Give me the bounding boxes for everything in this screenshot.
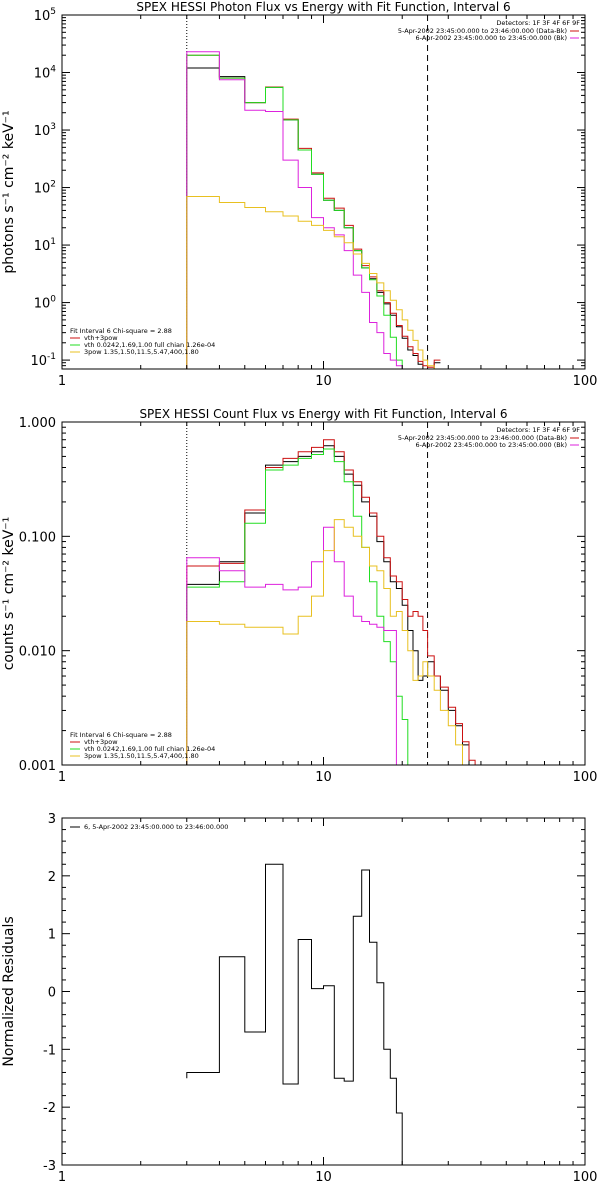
series-line-3 — [186, 51, 403, 369]
series-line-0 — [186, 67, 441, 369]
legend-entry-label: 3pow 1.35,1.50,11.5,5.47,400,1.80 — [84, 752, 199, 760]
series-line-4 — [186, 519, 470, 765]
y-tick-exponent: 4 — [50, 65, 56, 75]
detectors-label: Detectors: 1F 3F 4F 6F 9F — [496, 426, 580, 434]
y-tick-label: 104 — [34, 65, 57, 82]
y-tick-label: 2 — [48, 870, 56, 885]
series-line-1 — [186, 439, 476, 765]
series-group — [186, 439, 476, 765]
y-tick-label: 10-1 — [30, 352, 56, 369]
legend-entry-label: 5-Apr-2002 23:45:00.000 to 23:46:00.000 … — [398, 434, 567, 442]
y-tick-base: 10 — [34, 239, 51, 254]
axes-frame — [61, 817, 586, 1166]
x-tick-label: 10 — [315, 374, 332, 389]
y-tick-label: 103 — [34, 122, 56, 139]
legend-entry-label: 3pow 1.35,1.50,11.5,5.47,400,1.80 — [84, 348, 199, 356]
legend-entry-label: 6-Apr-2002 23:45:00.000 to 23:45:00.000 … — [416, 441, 567, 449]
y-tick-exponent: 0 — [50, 295, 56, 305]
x-tick-label: 100 — [573, 374, 598, 389]
series-group — [186, 51, 441, 369]
fit-label: Fit Interval 6 Chi-square = 2.88 — [70, 731, 172, 739]
legend-entry-label: 5-Apr-2002 23:45:00.000 to 23:46:00.000 … — [398, 27, 567, 35]
x-tick-label: 1 — [58, 1170, 66, 1185]
series-line-0 — [186, 445, 476, 765]
y-tick-base: 10 — [34, 124, 51, 139]
x-tick-label: 100 — [573, 1170, 598, 1185]
y-tick-base: 10 — [34, 297, 51, 312]
y-axis-label: photons s⁻¹ cm⁻² keV⁻¹ — [1, 110, 17, 273]
y-tick-exponent: 2 — [50, 180, 56, 190]
x-tick-label: 100 — [573, 770, 598, 785]
legend-entry-label: vth 0.0242,1.69,1.00 full chian 1.26e-04 — [84, 745, 215, 753]
y-axis-label: counts s⁻¹ cm⁻² keV⁻¹ — [1, 517, 17, 671]
y-tick-label: 105 — [34, 7, 56, 24]
chart-panel-2: SPEX HESSI Count Flux vs Energy with Fit… — [1, 407, 598, 785]
y-tick-label: 102 — [34, 180, 56, 197]
y-tick-label: -2 — [43, 1101, 56, 1116]
y-tick-label: 0.100 — [19, 530, 56, 545]
x-tick-label: 10 — [315, 1170, 332, 1185]
y-tick-base: 10 — [34, 67, 51, 82]
chart-title: SPEX HESSI Photon Flux vs Energy with Fi… — [136, 0, 510, 14]
detectors-label: Detectors: 1F 3F 4F 6F 9F — [496, 19, 580, 27]
legend-entry-label: 6-Apr-2002 23:45:00.000 to 23:45:00.000 … — [416, 34, 567, 42]
y-tick-label: 1 — [48, 928, 56, 943]
series-group — [186, 863, 428, 1165]
y-tick-label: 0.001 — [19, 759, 56, 774]
y-tick-exponent: 1 — [50, 237, 56, 247]
y-axis-label: Normalized Residuals — [1, 916, 17, 1066]
chart-panel-1: SPEX HESSI Photon Flux vs Energy with Fi… — [1, 0, 597, 389]
legend-entry-label: vth 0.0242,1.69,1.00 full chian 1.26e-04 — [84, 341, 215, 349]
y-tick-exponent: -1 — [47, 352, 56, 362]
chart-panel-3: Normalized Residuals 1 10 100 -3 -2 -1 0 1 2 3 6, 5… — [1, 812, 597, 1185]
x-tick-label: 1 — [58, 770, 66, 785]
y-tick-base: 10 — [34, 182, 51, 197]
legend-entry-label: vth+3pow — [84, 334, 118, 342]
y-tick-label: 0 — [48, 986, 56, 1001]
y-tick-label: -1 — [43, 1043, 56, 1058]
y-tick-exponent: 3 — [50, 122, 56, 132]
y-tick-base: 10 — [30, 354, 47, 369]
series-line-4 — [186, 196, 435, 369]
series-line-2 — [186, 54, 403, 369]
legend-entry-label: vth+3pow — [84, 738, 118, 746]
y-tick-label: -3 — [43, 1159, 56, 1174]
y-tick-label: 1.000 — [19, 416, 56, 431]
y-tick-label: 3 — [48, 812, 56, 827]
y-tick-label: 0.010 — [19, 645, 56, 660]
series-line-3 — [186, 526, 397, 765]
chart-title: SPEX HESSI Count Flux vs Energy with Fit… — [139, 407, 507, 421]
series-line-2 — [186, 448, 409, 765]
series-line-0 — [186, 863, 428, 1165]
y-tick-label: 100 — [34, 295, 57, 312]
x-tick-label: 1 — [58, 374, 66, 389]
y-tick-label: 101 — [34, 237, 56, 254]
fit-label: Fit Interval 6 Chi-square = 2.88 — [70, 327, 172, 335]
series-line-1 — [186, 54, 441, 369]
legend-entry-label: 6, 5-Apr-2002 23:45:00.000 to 23:46:00.0… — [84, 823, 228, 831]
x-tick-label: 10 — [315, 770, 332, 785]
y-tick-exponent: 5 — [50, 7, 56, 17]
y-tick-base: 10 — [34, 9, 51, 24]
